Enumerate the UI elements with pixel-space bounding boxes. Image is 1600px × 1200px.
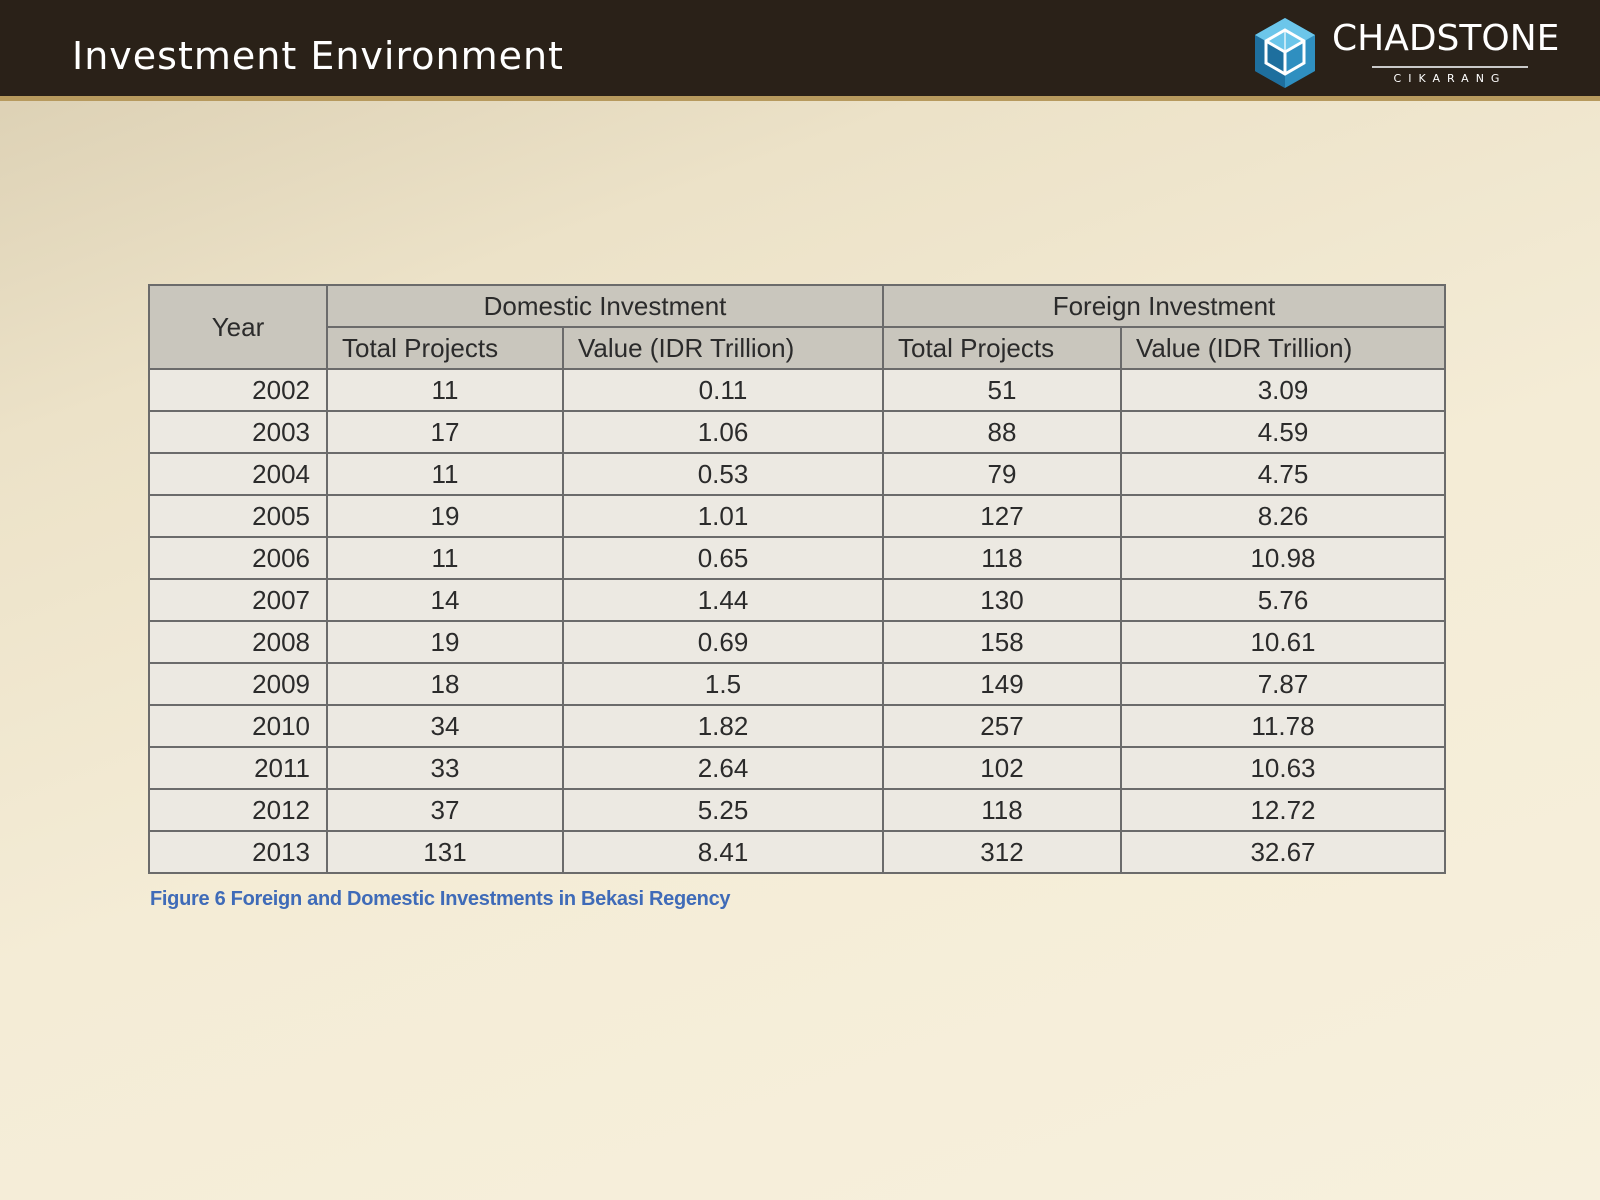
- foreign-projects-cell: 158: [882, 620, 1122, 664]
- table-row: 2013 131 8.41 312 32.67: [148, 830, 1446, 874]
- domestic-value-cell: 5.25: [562, 788, 884, 832]
- logo-divider: [1372, 66, 1528, 68]
- foreign-projects-cell: 127: [882, 494, 1122, 538]
- domestic-projects-cell: 19: [326, 620, 564, 664]
- domestic-projects-header: Total Projects: [326, 326, 564, 370]
- year-header: Year: [148, 284, 328, 370]
- year-cell: 2008: [148, 620, 328, 664]
- year-cell: 2005: [148, 494, 328, 538]
- table-row: 2006 11 0.65 118 10.98: [148, 536, 1446, 580]
- foreign-projects-cell: 130: [882, 578, 1122, 622]
- foreign-value-cell: 5.76: [1120, 578, 1446, 622]
- domestic-value-cell: 8.41: [562, 830, 884, 874]
- domestic-value-cell: 1.44: [562, 578, 884, 622]
- domestic-value-cell: 2.64: [562, 746, 884, 790]
- domestic-projects-cell: 14: [326, 578, 564, 622]
- foreign-value-cell: 4.75: [1120, 452, 1446, 496]
- domestic-projects-cell: 34: [326, 704, 564, 748]
- foreign-projects-cell: 149: [882, 662, 1122, 706]
- foreign-projects-cell: 118: [882, 536, 1122, 580]
- brand-logo: CHADSTONE CIKARANG: [1252, 14, 1559, 94]
- domestic-value-cell: 1.06: [562, 410, 884, 454]
- domestic-projects-cell: 131: [326, 830, 564, 874]
- domestic-projects-cell: 33: [326, 746, 564, 790]
- foreign-value-cell: 11.78: [1120, 704, 1446, 748]
- domestic-projects-cell: 37: [326, 788, 564, 832]
- foreign-value-cell: 8.26: [1120, 494, 1446, 538]
- page-title: Investment Environment: [72, 34, 564, 78]
- foreign-projects-cell: 118: [882, 788, 1122, 832]
- year-cell: 2003: [148, 410, 328, 454]
- domestic-projects-cell: 18: [326, 662, 564, 706]
- foreign-projects-cell: 257: [882, 704, 1122, 748]
- foreign-value-cell: 10.61: [1120, 620, 1446, 664]
- domestic-projects-cell: 11: [326, 536, 564, 580]
- foreign-value-header: Value (IDR Trillion): [1120, 326, 1446, 370]
- logo-subtitle: CIKARANG: [1393, 72, 1507, 85]
- cube-icon: [1255, 18, 1315, 88]
- year-cell: 2004: [148, 452, 328, 496]
- year-cell: 2010: [148, 704, 328, 748]
- table-row: 2005 19 1.01 127 8.26: [148, 494, 1446, 538]
- foreign-value-cell: 12.72: [1120, 788, 1446, 832]
- year-cell: 2006: [148, 536, 328, 580]
- domestic-investment-header: Domestic Investment: [326, 284, 884, 328]
- table-row: 2003 17 1.06 88 4.59: [148, 410, 1446, 454]
- table-row: 2002 11 0.11 51 3.09: [148, 368, 1446, 412]
- foreign-value-cell: 10.98: [1120, 536, 1446, 580]
- table-row: 2012 37 5.25 118 12.72: [148, 788, 1446, 832]
- table-row: 2009 18 1.5 149 7.87: [148, 662, 1446, 706]
- domestic-value-header: Value (IDR Trillion): [562, 326, 884, 370]
- foreign-projects-cell: 102: [882, 746, 1122, 790]
- foreign-value-cell: 32.67: [1120, 830, 1446, 874]
- domestic-value-cell: 1.5: [562, 662, 884, 706]
- foreign-value-cell: 4.59: [1120, 410, 1446, 454]
- foreign-investment-header: Foreign Investment: [882, 284, 1446, 328]
- table-subheader-row: Total Projects Value (IDR Trillion) Tota…: [149, 326, 1446, 370]
- header-bar: Investment Environment CHADSTONE CIKARAN…: [0, 0, 1600, 101]
- foreign-projects-cell: 312: [882, 830, 1122, 874]
- domestic-value-cell: 0.69: [562, 620, 884, 664]
- year-cell: 2007: [148, 578, 328, 622]
- year-cell: 2011: [148, 746, 328, 790]
- figure-caption: Figure 6 Foreign and Domestic Investment…: [150, 888, 731, 910]
- domestic-projects-cell: 11: [326, 368, 564, 412]
- domestic-value-cell: 1.01: [562, 494, 884, 538]
- table-header-row: Year Domestic Investment Foreign Investm…: [148, 284, 1446, 370]
- foreign-value-cell: 7.87: [1120, 662, 1446, 706]
- investment-table-container: Year Domestic Investment Foreign Investm…: [148, 284, 1446, 874]
- logo-wordmark: CHADSTONE: [1332, 18, 1560, 59]
- domestic-value-cell: 0.11: [562, 368, 884, 412]
- foreign-projects-cell: 79: [882, 452, 1122, 496]
- foreign-value-cell: 3.09: [1120, 368, 1446, 412]
- year-cell: 2009: [148, 662, 328, 706]
- foreign-projects-cell: 51: [882, 368, 1122, 412]
- year-cell: 2012: [148, 788, 328, 832]
- domestic-projects-cell: 17: [326, 410, 564, 454]
- investment-table: Year Domestic Investment Foreign Investm…: [148, 284, 1446, 874]
- domestic-value-cell: 0.53: [562, 452, 884, 496]
- year-cell: 2002: [148, 368, 328, 412]
- table-row: 2010 34 1.82 257 11.78: [148, 704, 1446, 748]
- domestic-projects-cell: 11: [326, 452, 564, 496]
- table-row: 2011 33 2.64 102 10.63: [148, 746, 1446, 790]
- table-body: 2002 11 0.11 51 3.09 2003 17 1.06 88 4.59 2004 11 0.…: [148, 368, 1446, 874]
- foreign-value-cell: 10.63: [1120, 746, 1446, 790]
- domestic-value-cell: 0.65: [562, 536, 884, 580]
- table-row: 2007 14 1.44 130 5.76: [148, 578, 1446, 622]
- foreign-projects-header: Total Projects: [882, 326, 1122, 370]
- table-row: 2008 19 0.69 158 10.61: [148, 620, 1446, 664]
- year-cell: 2013: [148, 830, 328, 874]
- domestic-projects-cell: 19: [326, 494, 564, 538]
- foreign-projects-cell: 88: [882, 410, 1122, 454]
- domestic-value-cell: 1.82: [562, 704, 884, 748]
- table-row: 2004 11 0.53 79 4.75: [148, 452, 1446, 496]
